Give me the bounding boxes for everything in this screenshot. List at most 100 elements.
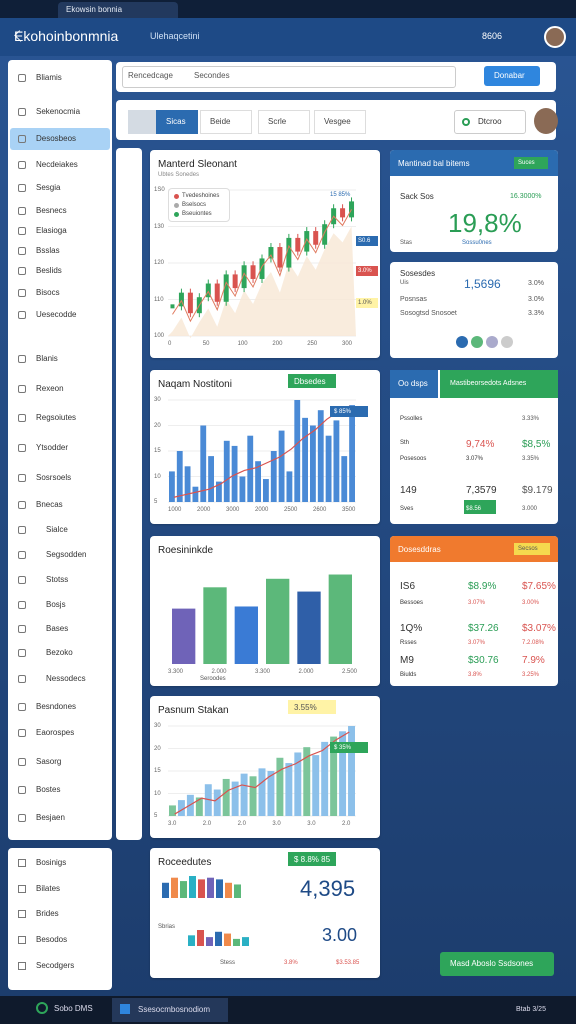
x-tick-label: 2.000 — [298, 669, 314, 675]
sidebar-item[interactable]: Bosjs — [46, 600, 66, 609]
dropdown[interactable] — [454, 110, 526, 134]
chart-plot — [168, 399, 356, 503]
row-label: Posnsas — [400, 296, 427, 303]
bar — [207, 877, 214, 898]
sidebar-item[interactable]: Ytsodder — [36, 443, 69, 452]
bar — [222, 778, 230, 816]
table-cell: Bessoes — [400, 600, 424, 606]
sidebar-footer-item[interactable]: Besodos — [36, 935, 68, 944]
browser-tab[interactable] — [58, 2, 178, 18]
panel-sub: Uis — [400, 280, 409, 286]
table-cell: $30.76 — [468, 655, 499, 666]
panel-badge-label: Suces — [518, 160, 535, 166]
bar — [302, 417, 308, 502]
candle — [214, 283, 220, 302]
bar — [285, 763, 293, 816]
sidebar-footer-item[interactable]: Secodgers — [36, 961, 75, 970]
sidebar-item[interactable]: Besjaen — [36, 813, 65, 822]
tab-icon[interactable] — [128, 110, 156, 134]
sidebar-item[interactable]: Elasioga — [36, 226, 67, 235]
tab-label: Vesgee — [324, 117, 351, 126]
sidebar-item[interactable]: Bases — [46, 624, 69, 633]
legend-swatch — [174, 212, 179, 217]
sidebar-item[interactable]: Regsoiutes — [36, 413, 77, 422]
sidebar-icon — [18, 576, 26, 584]
panel-title: Dosesddras — [398, 545, 441, 554]
y-tick-label: 15 — [154, 448, 161, 454]
sidebar-item[interactable]: Bisocs — [36, 288, 60, 297]
bar — [341, 456, 348, 502]
taskbar-clock: Btab 3/25 — [516, 1006, 546, 1013]
sidebar-item[interactable]: Uesecodde — [36, 310, 77, 319]
sidebar-footer-item[interactable]: Bosinigs — [36, 858, 67, 867]
y-tick-label: 110 — [154, 296, 164, 303]
candle — [178, 292, 184, 307]
sidebar-footer-item[interactable]: Bilates — [36, 884, 61, 893]
tab-label: Sicas — [166, 117, 186, 126]
sidebar-item[interactable]: Sasorg — [36, 757, 62, 766]
sidebar-icon — [18, 786, 26, 794]
sidebar-item[interactable]: Desosbeos — [36, 134, 77, 143]
sidebar-icon — [18, 247, 26, 255]
status-dot — [471, 336, 483, 348]
sidebar-footer-item[interactable]: Brides — [36, 909, 59, 918]
panel-tab[interactable] — [440, 370, 558, 398]
sidebar-item[interactable]: Rexeon — [36, 384, 64, 393]
sidebar-icon — [18, 526, 26, 534]
bar — [184, 466, 191, 502]
bar — [231, 445, 238, 502]
panel-badge-label: Secsos — [518, 546, 538, 552]
trend-line — [172, 209, 352, 323]
sidebar-item[interactable]: Stotss — [46, 575, 69, 584]
sidebar-icon — [18, 385, 26, 393]
sidebar-item[interactable]: Segsodden — [46, 550, 87, 559]
tab[interactable] — [258, 110, 310, 134]
sidebar-icon — [18, 135, 26, 143]
sidebar-item[interactable]: Blanis — [36, 354, 58, 363]
table-cell: Rsses — [400, 640, 417, 646]
tab[interactable] — [314, 110, 366, 134]
sidebar-item[interactable]: Sialce — [46, 525, 68, 534]
table-cell: 3.8% — [468, 672, 482, 678]
sidebar-item[interactable]: Besnecs — [36, 206, 67, 215]
chart-plot — [162, 876, 249, 946]
sidebar-item[interactable]: Nessodecs — [46, 674, 86, 683]
tab[interactable] — [200, 110, 252, 134]
bar — [278, 430, 285, 502]
bar — [198, 879, 205, 898]
sidebar-item[interactable]: Besndones — [36, 702, 77, 711]
x-tick-label: 3.0 — [168, 821, 177, 827]
sidebar-item[interactable]: Bliamis — [36, 73, 62, 82]
x-tick-label: 3.0 — [307, 821, 316, 827]
sidebar-icon — [18, 267, 26, 275]
chart-footer: Stess — [220, 960, 236, 966]
taskbar-app[interactable] — [112, 998, 228, 1022]
tab[interactable] — [156, 110, 198, 134]
sidebar-item[interactable]: Beslids — [36, 266, 62, 275]
table-cell: Posesoos — [400, 456, 427, 462]
sidebar-item[interactable]: Sekenocmia — [36, 107, 81, 116]
chart-plot — [168, 189, 356, 339]
action-button[interactable] — [440, 952, 554, 976]
sidebar-item[interactable]: Bnecas — [36, 500, 63, 509]
sidebar-item[interactable]: Sosrsoels — [36, 473, 72, 482]
profile-avatar — [534, 108, 558, 134]
search-button[interactable] — [484, 66, 540, 86]
sidebar-icon — [18, 601, 26, 609]
sidebar-item[interactable]: Bezoko — [46, 648, 73, 657]
sidebar-item[interactable]: Bsslas — [36, 246, 60, 255]
avatar[interactable] — [544, 26, 566, 48]
tab-label: Beide — [210, 117, 231, 126]
chart-title: Pasnum Stakan — [158, 705, 229, 716]
chart-title: Naqam Nostitoni — [158, 379, 232, 390]
sidebar-item[interactable]: Bostes — [36, 785, 61, 794]
sidebar-icon — [18, 311, 26, 319]
sidebar-item[interactable]: Necdeiakes — [36, 160, 78, 169]
sidebar-item[interactable]: Sesgia — [36, 183, 61, 192]
legend-label: Bseuiontes — [182, 211, 212, 217]
sidebar-item[interactable]: Eaorospes — [36, 728, 75, 737]
bar — [169, 805, 176, 816]
header-title: Ekohoinbonmnia — [14, 28, 119, 44]
search-input[interactable] — [122, 66, 456, 88]
